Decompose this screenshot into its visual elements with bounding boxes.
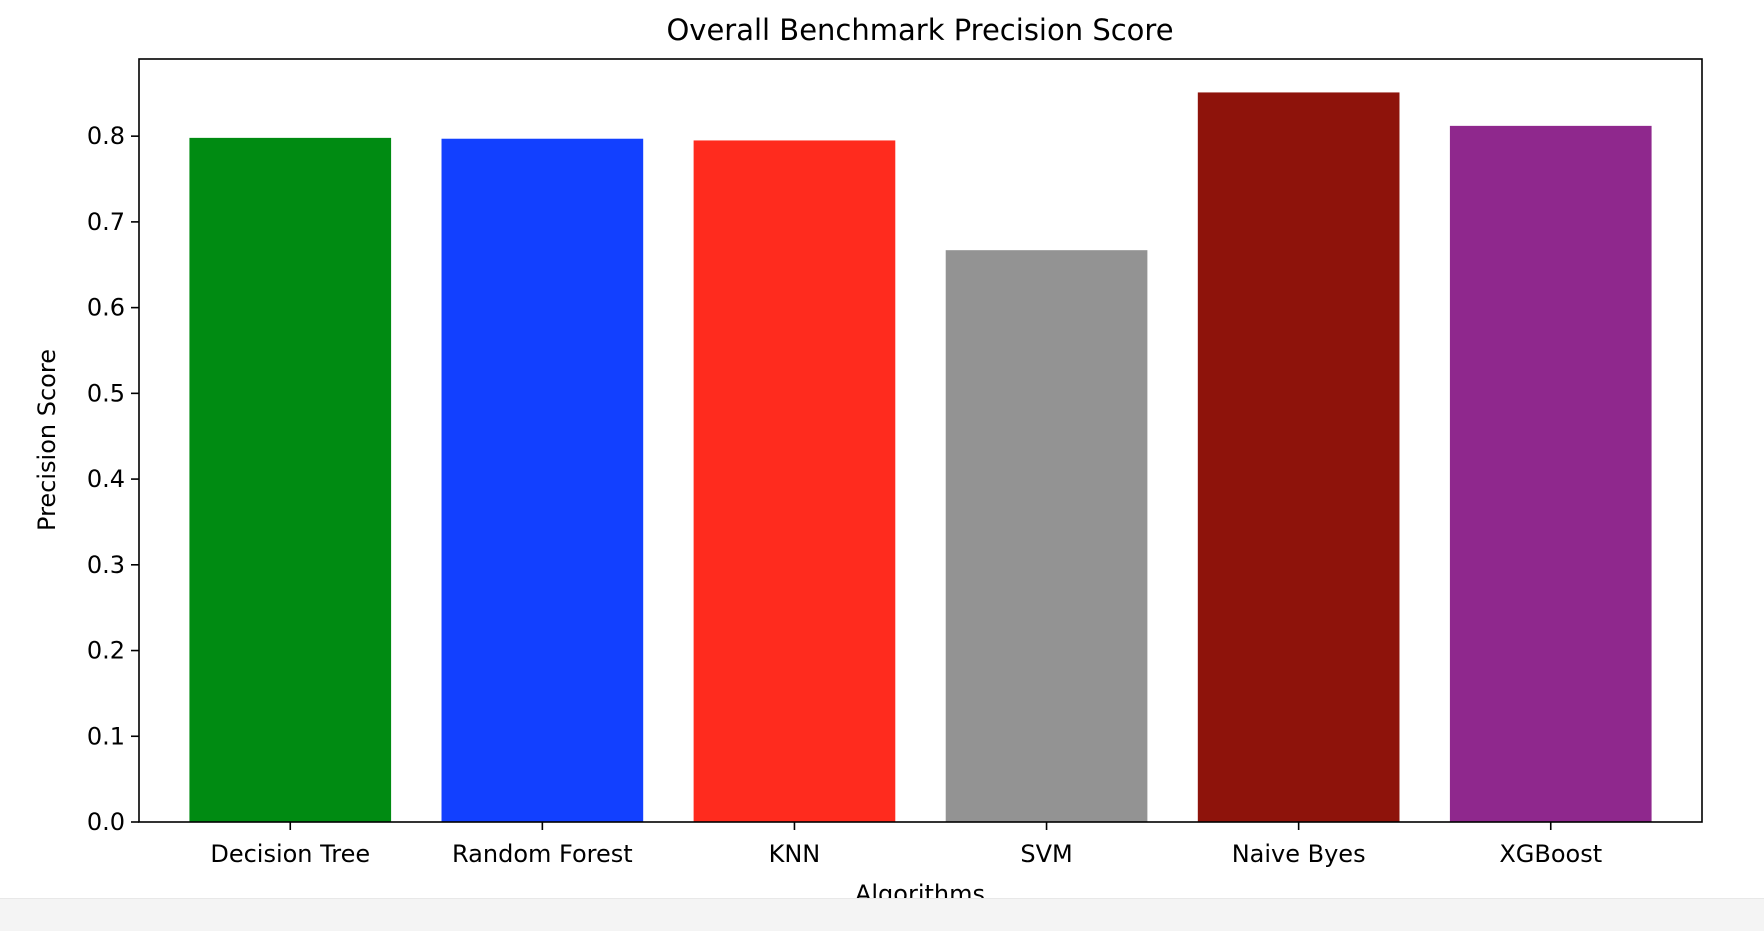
y-tick-label: 0.0 [87,808,125,836]
x-tick-label: XGBoost [1499,840,1602,868]
y-tick-label: 0.1 [87,722,125,750]
y-tick-label: 0.5 [87,379,125,407]
x-tick-label: Random Forest [452,840,633,868]
y-tick-label: 0.2 [87,637,125,665]
x-tick-label: KNN [769,840,821,868]
bottom-strip [0,898,1764,931]
x-axis: Decision Tree Random Forest KNN SVM Naive By… [210,822,1602,868]
bar-xgboost [1449,125,1652,823]
x-tick-label: Naive Byes [1232,840,1366,868]
y-axis: 0.0 0.1 0.2 0.3 0.4 0.5 0.6 0.7 0.8 [87,122,139,836]
bars-group [189,92,1652,823]
x-tick-label: Decision Tree [210,840,370,868]
y-tick-label: 0.4 [87,465,125,493]
bar-knn [693,140,896,822]
y-tick-label: 0.7 [87,208,125,236]
plot-frame [138,58,1703,823]
bar-naive-byes [1197,92,1400,823]
bar-svm [945,250,1148,822]
y-axis-label: Precision Score [33,349,61,531]
x-tick-label: SVM [1020,840,1072,868]
y-tick-label: 0.6 [87,294,125,322]
bar-random-forest [441,138,644,822]
chart-title: Overall Benchmark Precision Score [666,13,1173,47]
y-tick-label: 0.8 [87,122,125,150]
bar-decision-tree [189,137,392,822]
y-tick-label: 0.3 [87,551,125,579]
